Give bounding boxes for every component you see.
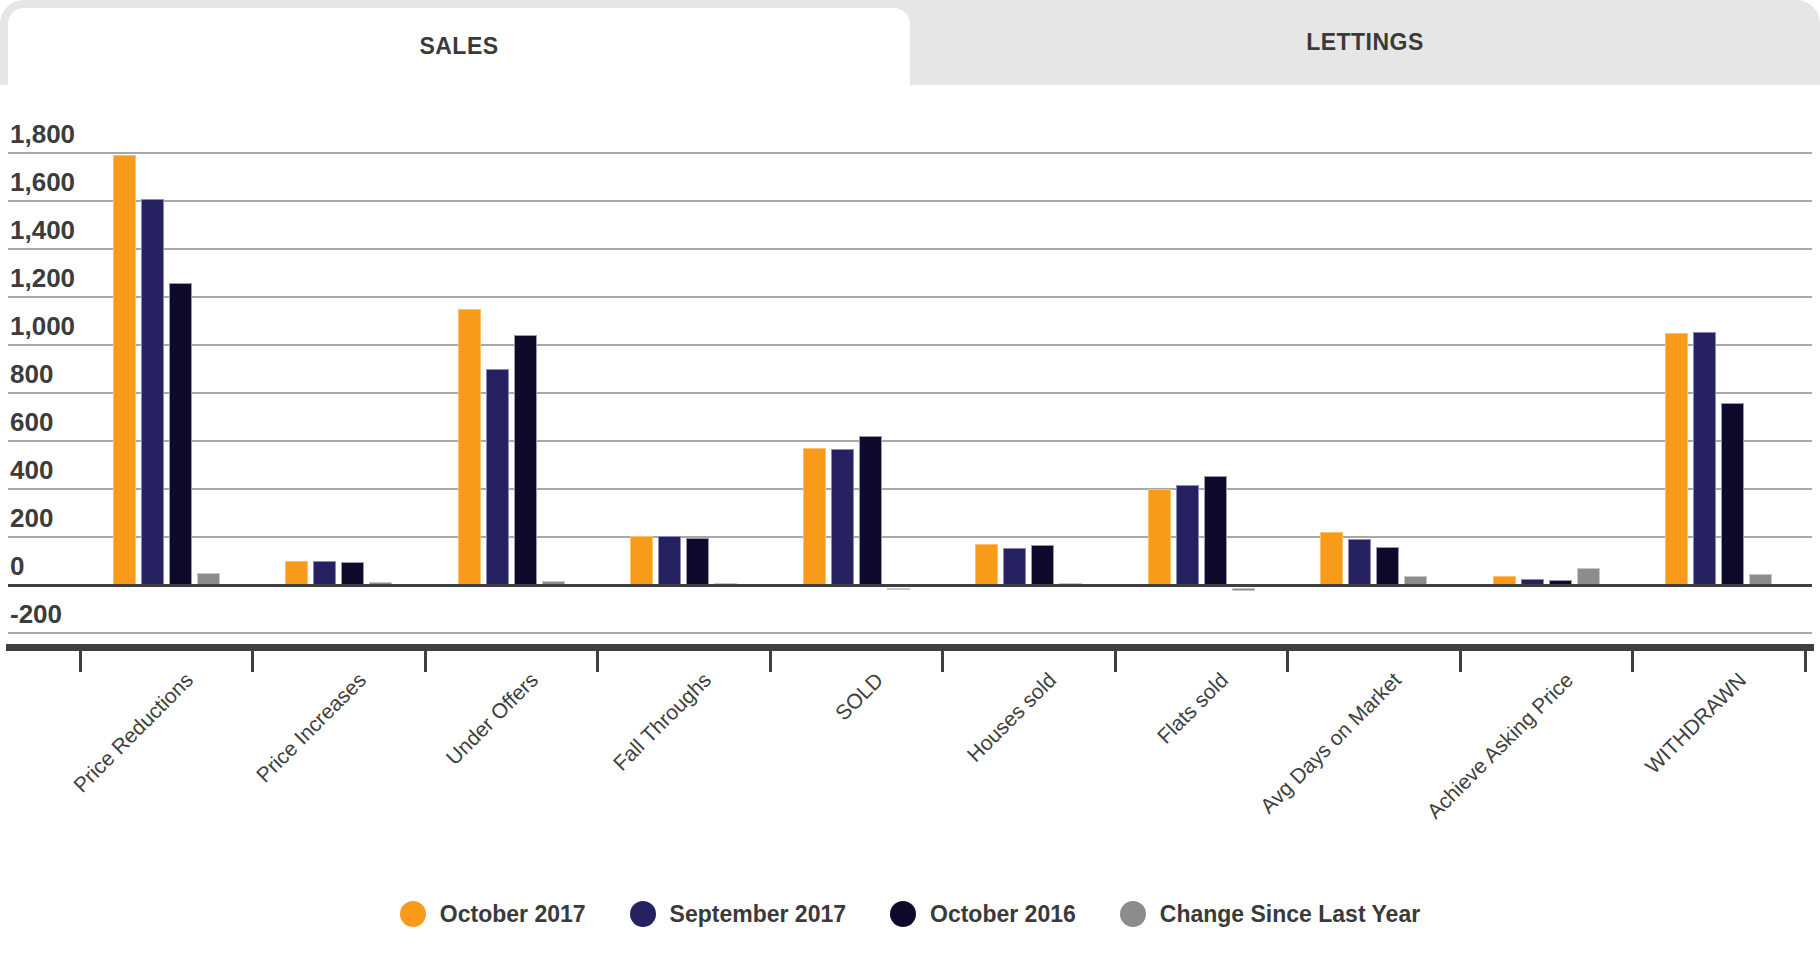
- axis-tick: [1804, 650, 1807, 672]
- bar-change-since-last-year-6[interactable]: [1232, 588, 1255, 591]
- bar-october-2017-2[interactable]: [458, 309, 481, 585]
- bar-september-2017-9[interactable]: [1693, 332, 1716, 585]
- legend-label: Change Since Last Year: [1160, 901, 1420, 928]
- bar-october-2017-7[interactable]: [1320, 532, 1343, 585]
- y-axis-label: 1,800: [10, 120, 75, 148]
- gridline: [8, 344, 1812, 346]
- gridline: [8, 392, 1812, 394]
- gridline: [8, 152, 1812, 154]
- y-axis-label: 1,600: [10, 168, 75, 196]
- legend-item-change-since-last-year[interactable]: Change Since Last Year: [1120, 901, 1420, 928]
- y-axis-label: 0: [10, 552, 24, 580]
- bar-october-2016-0[interactable]: [169, 283, 192, 585]
- bar-october-2016-3[interactable]: [686, 538, 709, 585]
- axis-tick: [1459, 650, 1462, 672]
- bar-october-2017-5[interactable]: [975, 544, 998, 585]
- bar-october-2016-9[interactable]: [1721, 403, 1744, 585]
- y-axis-label: 600: [10, 408, 53, 436]
- y-axis-label: 1,400: [10, 216, 75, 244]
- axis-tick: [1114, 650, 1117, 672]
- bar-october-2017-3[interactable]: [630, 536, 653, 585]
- legend-item-october-2017[interactable]: October 2017: [400, 901, 586, 928]
- bar-october-2017-4[interactable]: [803, 448, 826, 585]
- bar-october-2017-9[interactable]: [1665, 333, 1688, 585]
- bar-october-2016-7[interactable]: [1376, 547, 1399, 585]
- gridline: [8, 248, 1812, 250]
- axis-tick: [79, 650, 82, 672]
- gridline: [8, 440, 1812, 442]
- axis-tick: [941, 650, 944, 672]
- y-axis-label: 800: [10, 360, 53, 388]
- y-axis-label: 1,200: [10, 264, 75, 292]
- legend-swatch-icon: [630, 901, 656, 927]
- legend-item-september-2017[interactable]: September 2017: [630, 901, 846, 928]
- bar-october-2017-1[interactable]: [285, 561, 308, 585]
- y-axis-label: 400: [10, 456, 53, 484]
- bar-october-2016-1[interactable]: [341, 562, 364, 585]
- bar-october-2016-2[interactable]: [514, 335, 537, 585]
- axis-tick: [251, 650, 254, 672]
- gridline: [8, 488, 1812, 490]
- sales-bar-chart: 1,800 1,600 1,400 1,200 1,000 800 600 400 200 0 -2…: [0, 0, 1820, 964]
- legend-item-october-2016[interactable]: October 2016: [890, 901, 1076, 928]
- zero-baseline: [8, 584, 1812, 587]
- bar-september-2017-4[interactable]: [831, 449, 854, 585]
- bar-change-since-last-year-4[interactable]: [887, 588, 910, 590]
- legend-label: October 2017: [440, 901, 586, 928]
- bar-september-2017-2[interactable]: [486, 369, 509, 585]
- axis-tick: [424, 650, 427, 672]
- legend-label: September 2017: [670, 901, 846, 928]
- gridline: [8, 296, 1812, 298]
- axis-tick: [1286, 650, 1289, 672]
- legend-swatch-icon: [1120, 901, 1146, 927]
- bar-october-2017-0[interactable]: [113, 155, 136, 585]
- gridline: [8, 200, 1812, 202]
- axis-tick: [1631, 650, 1634, 672]
- chart-legend: October 2017 September 2017 October 2016 Ch…: [0, 888, 1820, 940]
- bar-october-2016-6[interactable]: [1204, 476, 1227, 585]
- legend-label: October 2016: [930, 901, 1076, 928]
- bar-september-2017-5[interactable]: [1003, 548, 1026, 585]
- x-axis-line: [6, 644, 1814, 651]
- gridline: [8, 632, 1812, 634]
- legend-swatch-icon: [890, 901, 916, 927]
- y-axis-label: -200: [10, 600, 62, 628]
- axis-tick: [596, 650, 599, 672]
- bar-september-2017-0[interactable]: [141, 199, 164, 585]
- bar-september-2017-6[interactable]: [1176, 485, 1199, 585]
- bar-october-2017-6[interactable]: [1148, 489, 1171, 585]
- legend-swatch-icon: [400, 901, 426, 927]
- y-axis-label: 1,000: [10, 312, 75, 340]
- y-axis-label: 200: [10, 504, 53, 532]
- bar-september-2017-7[interactable]: [1348, 539, 1371, 585]
- axis-tick: [769, 650, 772, 672]
- bar-october-2016-4[interactable]: [859, 436, 882, 585]
- bar-september-2017-1[interactable]: [313, 561, 336, 585]
- bar-change-since-last-year-8[interactable]: [1577, 568, 1600, 585]
- gridline: [8, 536, 1812, 538]
- bar-october-2016-5[interactable]: [1031, 545, 1054, 585]
- bar-september-2017-3[interactable]: [658, 536, 681, 585]
